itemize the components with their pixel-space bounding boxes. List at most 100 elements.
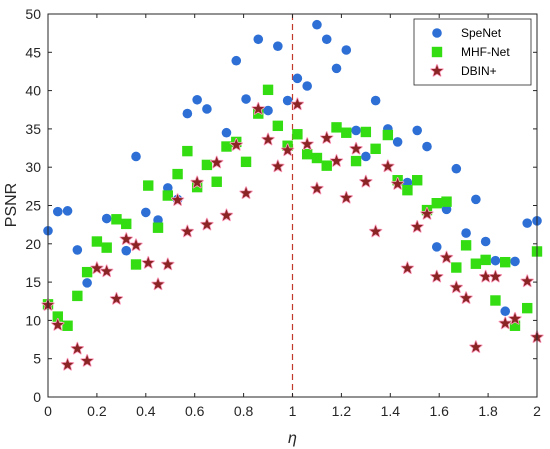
x-tick-label: 1.6	[429, 403, 449, 419]
x-tick-label: 0.4	[136, 403, 156, 419]
y-tick-label: 5	[33, 351, 41, 367]
data-point	[312, 19, 322, 30]
y-tick-label: 15	[25, 274, 41, 290]
data-point	[72, 245, 83, 255]
data-point	[121, 245, 132, 256]
data-point	[320, 131, 334, 144]
data-point	[101, 242, 112, 253]
data-point	[431, 242, 442, 252]
data-point	[240, 156, 252, 168]
data-point	[382, 129, 394, 141]
marks-layer	[41, 14, 544, 397]
data-point	[211, 176, 222, 187]
y-tick-label: 45	[25, 44, 41, 60]
data-point	[480, 236, 491, 247]
data-point	[351, 125, 361, 136]
data-point	[359, 174, 373, 188]
legend-marker	[431, 46, 443, 58]
data-point	[368, 224, 383, 238]
data-point	[350, 155, 362, 167]
legend-marker	[430, 64, 444, 77]
data-point	[310, 181, 324, 195]
data-point	[201, 159, 213, 171]
data-point	[221, 127, 232, 138]
data-point	[488, 269, 503, 283]
data-point	[341, 127, 352, 138]
data-point	[70, 341, 85, 355]
data-point	[262, 84, 274, 96]
data-point	[470, 258, 482, 269]
data-point	[191, 181, 203, 193]
y-tick-label: 30	[25, 159, 41, 175]
x-tick-label: 1	[289, 403, 297, 419]
data-point	[282, 95, 293, 106]
data-point	[329, 154, 344, 167]
data-point	[131, 151, 141, 162]
data-point	[390, 177, 405, 190]
data-point	[273, 41, 283, 51]
data-point	[392, 137, 403, 147]
data-point	[510, 256, 520, 267]
x-tick-label: 1.2	[332, 403, 352, 419]
data-point	[62, 206, 73, 216]
data-point	[52, 311, 63, 322]
data-point	[522, 302, 533, 314]
y-tick-label: 50	[25, 6, 41, 22]
data-point	[311, 152, 323, 164]
data-point	[101, 213, 112, 224]
data-point	[451, 163, 462, 174]
legend-marker	[432, 28, 442, 38]
data-point	[162, 190, 174, 201]
data-point	[490, 255, 501, 266]
data-point	[51, 318, 65, 331]
data-point	[370, 143, 381, 155]
legend-label: MHF-Net	[461, 45, 510, 59]
data-point	[210, 155, 224, 169]
data-point	[272, 120, 284, 132]
data-point	[182, 145, 193, 157]
x-tick-label: 0.8	[234, 403, 254, 419]
data-point	[91, 236, 103, 247]
data-point	[498, 316, 512, 330]
data-point	[221, 141, 232, 152]
data-point	[241, 94, 251, 104]
legend: SpeNet MHF-Net DBIN+	[413, 18, 532, 86]
data-point	[52, 206, 63, 217]
data-point	[239, 186, 253, 200]
series-spenet	[43, 19, 542, 317]
data-point	[321, 34, 332, 45]
data-point	[451, 262, 462, 273]
y-tick-label: 40	[25, 83, 41, 99]
data-point	[81, 266, 93, 278]
data-point	[522, 218, 533, 228]
data-point	[520, 274, 534, 288]
series-dbin-	[41, 97, 544, 371]
data-point	[331, 122, 342, 133]
data-point	[152, 222, 164, 233]
data-point	[251, 101, 265, 115]
data-point	[402, 184, 413, 196]
data-point	[370, 95, 381, 106]
data-point	[280, 143, 295, 157]
data-point	[400, 261, 415, 275]
x-tick-label: 2	[533, 403, 541, 419]
data-point	[490, 295, 501, 306]
y-tick-label: 25	[25, 198, 41, 214]
y-tick-label: 10	[25, 312, 41, 328]
data-point	[349, 141, 363, 155]
data-point	[411, 175, 423, 186]
data-point	[471, 194, 481, 205]
data-point	[290, 97, 305, 111]
data-point	[170, 193, 185, 206]
data-point	[192, 94, 202, 105]
data-point	[508, 311, 522, 325]
data-point	[229, 137, 243, 151]
data-point	[111, 214, 122, 225]
data-point	[253, 108, 264, 119]
y-tick-label: 35	[25, 121, 41, 137]
data-point	[480, 254, 491, 266]
data-point	[151, 277, 165, 291]
data-point	[129, 238, 143, 252]
data-point	[341, 45, 352, 55]
data-point	[461, 228, 471, 238]
